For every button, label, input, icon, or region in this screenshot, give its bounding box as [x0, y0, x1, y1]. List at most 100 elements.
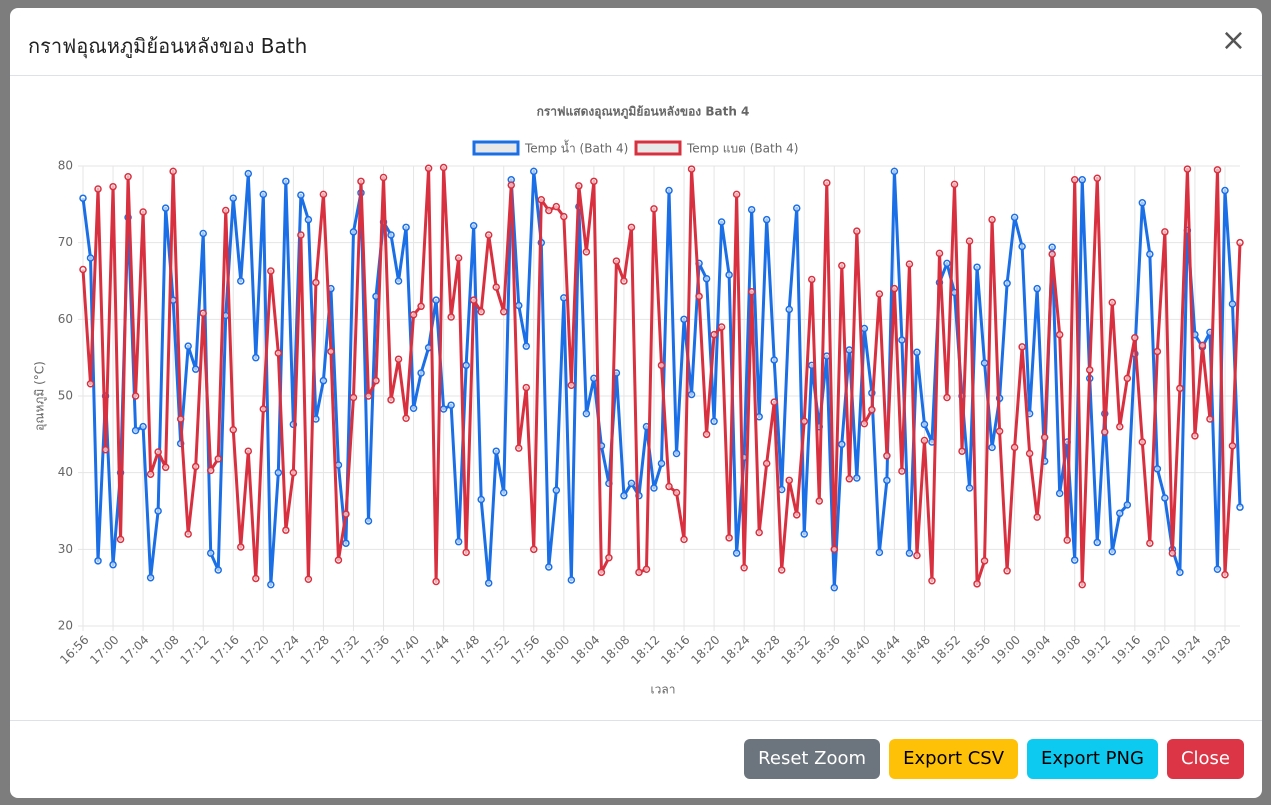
data-point — [823, 179, 831, 187]
data-point — [627, 223, 636, 232]
x-tick-label: 16:56 — [57, 633, 91, 667]
data-point — [417, 369, 425, 377]
data-point — [552, 202, 561, 211]
data-point — [1213, 166, 1222, 174]
data-point — [657, 361, 666, 370]
data-point — [372, 376, 380, 385]
data-point — [762, 215, 771, 224]
data-point — [530, 167, 538, 176]
data-point — [650, 205, 658, 213]
data-point — [1108, 547, 1117, 556]
x-tick-label: 17:32 — [328, 633, 362, 667]
data-point — [116, 535, 125, 544]
data-point — [913, 551, 921, 560]
data-point — [868, 406, 876, 414]
data-point — [1070, 556, 1079, 564]
data-point — [139, 208, 147, 216]
data-point — [1093, 538, 1102, 547]
reset-zoom-button[interactable]: Reset Zoom — [744, 739, 881, 779]
data-point — [1108, 298, 1117, 307]
data-point — [86, 254, 95, 262]
x-tick-label: 17:24 — [268, 633, 302, 667]
button-bar: Reset Zoom Export CSV Export PNG Close — [744, 739, 1244, 779]
data-point — [206, 466, 215, 475]
data-point — [717, 218, 726, 226]
data-point — [860, 324, 869, 333]
data-point — [965, 484, 974, 492]
data-point — [199, 309, 207, 317]
data-point — [1010, 213, 1019, 222]
data-point — [492, 283, 500, 291]
x-tick-label: 18:04 — [568, 633, 602, 667]
data-point — [695, 292, 703, 301]
data-point — [620, 277, 628, 285]
data-point — [191, 462, 200, 471]
x-tick-label: 18:44 — [869, 633, 903, 667]
modal-title: กราฟอุณหภูมิย้อนหลังของ Bath — [28, 34, 308, 58]
data-point — [515, 444, 523, 452]
data-point — [499, 307, 508, 316]
data-point — [297, 191, 305, 199]
data-point — [259, 190, 268, 199]
data-point — [334, 556, 343, 564]
data-point — [590, 374, 598, 383]
data-point — [980, 359, 989, 367]
data-point — [838, 261, 846, 270]
data-point — [627, 479, 636, 488]
data-point — [402, 223, 410, 232]
data-point — [402, 414, 410, 422]
data-point — [206, 549, 215, 557]
data-point — [1085, 366, 1094, 374]
export-csv-button[interactable]: Export CSV — [889, 739, 1019, 779]
data-point — [582, 409, 591, 418]
export-png-button[interactable]: Export PNG — [1027, 739, 1158, 779]
data-point — [1048, 250, 1056, 258]
data-point — [1153, 347, 1162, 356]
data-point — [454, 254, 463, 262]
chart: กราฟแสดงอุณหภูมิย้อนหลังของ Bath 4 เวลา … — [33, 105, 1244, 697]
data-point — [755, 528, 763, 537]
data-point — [702, 274, 711, 283]
close-button[interactable]: Close — [1166, 739, 1244, 779]
data-point — [590, 177, 598, 186]
data-point — [928, 577, 936, 585]
data-point — [995, 427, 1004, 436]
data-point — [988, 215, 996, 224]
data-point — [545, 206, 553, 215]
data-point — [815, 497, 824, 505]
data-point — [1206, 415, 1214, 423]
x-tick-label: 19:28 — [1199, 633, 1233, 667]
data-point — [304, 575, 313, 583]
data-point — [725, 271, 733, 279]
data-point — [109, 560, 117, 569]
data-point — [507, 181, 515, 189]
y-tick-label: 50 — [58, 389, 73, 403]
data-point — [642, 565, 651, 574]
data-point — [710, 330, 718, 339]
data-point — [1101, 428, 1109, 436]
data-point — [920, 420, 929, 429]
data-point — [282, 177, 290, 186]
x-tick-label: 17:16 — [207, 633, 241, 667]
data-point — [680, 535, 688, 544]
data-point — [176, 415, 185, 423]
data-point — [545, 563, 553, 571]
data-point — [1018, 242, 1026, 251]
data-point — [1003, 567, 1011, 575]
data-point — [1221, 186, 1229, 195]
data-point — [1131, 333, 1139, 342]
data-point — [327, 347, 335, 356]
data-point — [1025, 449, 1034, 458]
data-point — [1176, 568, 1184, 577]
data-point — [184, 530, 192, 538]
close-icon[interactable]: × — [1220, 23, 1246, 58]
data-point — [522, 383, 531, 392]
data-point — [1063, 536, 1071, 544]
data-point — [552, 486, 561, 495]
y-axis-label: อุณหภูมิ (°C) — [33, 361, 48, 431]
data-point — [191, 365, 200, 373]
divider — [10, 720, 1262, 721]
data-point — [297, 231, 305, 239]
data-point — [319, 190, 328, 199]
data-point — [1116, 509, 1124, 518]
